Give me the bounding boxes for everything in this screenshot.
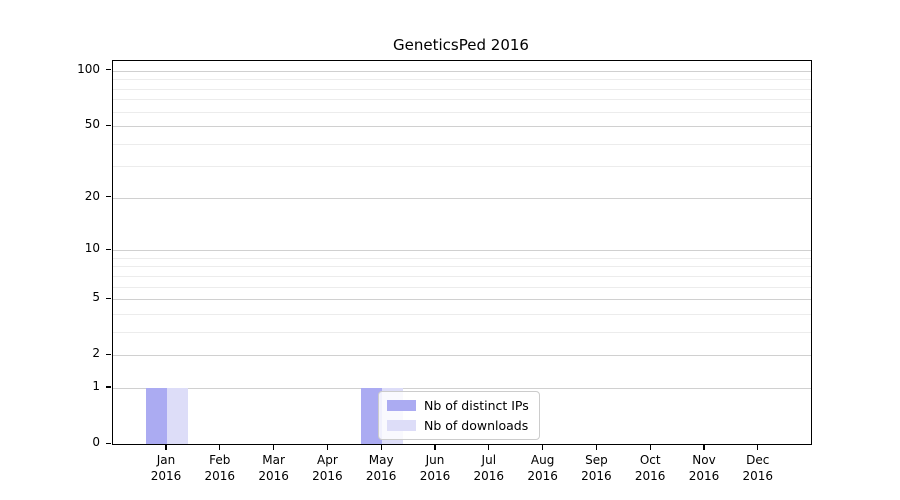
chart-title: GeneticsPed 2016 — [393, 36, 529, 54]
gridline-major-1 — [113, 387, 811, 389]
bar-nb-of-distinct-ips-may — [361, 387, 383, 444]
gridline-minor-4 — [113, 313, 811, 315]
x-tick-aug — [542, 444, 544, 450]
y-tick-label-20: 20 — [84, 188, 100, 203]
bar-nb-of-downloads-jan — [167, 387, 188, 444]
legend-swatch-downloads — [387, 420, 416, 431]
gridline-minor-3 — [113, 331, 811, 333]
x-tick-label-jun: Jun 2016 — [419, 453, 451, 483]
gridline-minor-7 — [113, 275, 811, 277]
gridline-minor-70 — [113, 99, 811, 101]
x-tick-may — [380, 444, 382, 450]
x-tick-label-nov: Nov 2016 — [688, 453, 720, 483]
y-tick-1 — [106, 386, 111, 388]
x-tick-label-feb: Feb 2016 — [204, 453, 236, 483]
x-tick-label-aug: Aug 2016 — [527, 453, 558, 483]
y-tick-50 — [106, 124, 111, 126]
x-tick-jan — [165, 444, 167, 450]
legend-label-distinct-ips: Nb of distinct IPs — [424, 398, 529, 413]
gridline-major-2 — [113, 355, 811, 357]
x-tick-oct — [649, 444, 651, 450]
x-tick-nov — [703, 444, 705, 450]
y-tick-label-10: 10 — [84, 241, 100, 256]
gridline-major-50 — [113, 126, 811, 128]
y-tick-label-100: 100 — [77, 61, 100, 76]
gridline-major-100 — [113, 70, 811, 72]
y-tick-label-50: 50 — [84, 117, 100, 132]
y-tick-2 — [106, 353, 111, 355]
x-tick-jul — [488, 444, 490, 450]
legend: Nb of distinct IPs Nb of downloads — [378, 391, 540, 440]
y-tick-label-1: 1 — [92, 378, 100, 393]
legend-item-distinct-ips: Nb of distinct IPs — [387, 398, 529, 413]
gridline-minor-40 — [113, 143, 811, 145]
x-tick-sep — [595, 444, 597, 450]
gridline-major-20 — [113, 197, 811, 199]
x-tick-mar — [273, 444, 275, 450]
x-tick-jun — [434, 444, 436, 450]
x-tick-feb — [219, 444, 221, 450]
gridline-minor-8 — [113, 266, 811, 268]
plot-area: Nb of distinct IPs Nb of downloads — [112, 60, 812, 445]
gridline-major-10 — [113, 250, 811, 252]
y-tick-100 — [106, 69, 111, 71]
gridline-minor-80 — [113, 88, 811, 90]
gridline-major-5 — [113, 299, 811, 301]
x-tick-apr — [326, 444, 328, 450]
x-tick-label-apr: Apr 2016 — [312, 453, 343, 483]
bar-nb-of-distinct-ips-jan — [146, 387, 167, 444]
y-tick-5 — [106, 297, 111, 299]
x-tick-label-jan: Jan 2016 — [150, 453, 182, 483]
gridline-minor-30 — [113, 166, 811, 168]
y-tick-10 — [106, 248, 111, 250]
y-tick-label-0: 0 — [92, 435, 100, 449]
x-tick-label-may: May 2016 — [365, 453, 397, 483]
x-tick-label-dec: Dec 2016 — [742, 453, 774, 483]
y-tick-20 — [106, 196, 111, 198]
legend-item-downloads: Nb of downloads — [387, 418, 529, 433]
x-tick-label-mar: Mar 2016 — [258, 453, 289, 483]
y-tick-label-5: 5 — [92, 290, 100, 305]
legend-label-downloads: Nb of downloads — [424, 418, 529, 433]
x-tick-label-jul: Jul 2016 — [473, 453, 505, 483]
gridline-minor-9 — [113, 257, 811, 259]
y-tick-0 — [106, 442, 111, 444]
y-tick-label-2: 2 — [92, 346, 100, 361]
x-tick-label-sep: Sep 2016 — [581, 453, 612, 483]
legend-swatch-distinct-ips — [387, 400, 416, 411]
gridline-minor-60 — [113, 111, 811, 113]
x-tick-label-oct: Oct 2016 — [634, 453, 666, 483]
x-tick-dec — [757, 444, 759, 450]
gridline-minor-90 — [113, 79, 811, 81]
gridline-minor-6 — [113, 286, 811, 288]
